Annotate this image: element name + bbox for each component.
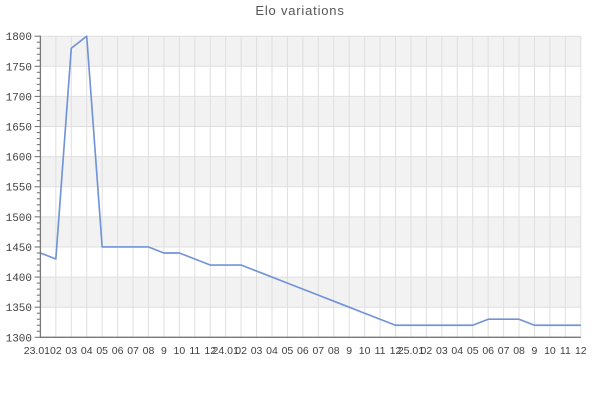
svg-text:04: 04 [266, 345, 278, 357]
svg-text:1550: 1550 [6, 183, 32, 195]
svg-text:9: 9 [346, 345, 352, 357]
svg-text:05: 05 [467, 345, 479, 357]
svg-text:07: 07 [127, 345, 139, 357]
svg-text:11: 11 [375, 345, 386, 357]
svg-text:06: 06 [112, 345, 124, 357]
svg-text:03: 03 [65, 345, 77, 357]
svg-text:03: 03 [436, 345, 448, 357]
svg-text:24.01: 24.01 [213, 345, 239, 357]
svg-text:9: 9 [161, 345, 167, 357]
svg-text:1500: 1500 [6, 213, 32, 225]
svg-text:02: 02 [421, 345, 433, 357]
svg-text:Elo variations: Elo variations [255, 3, 344, 18]
svg-text:10: 10 [359, 345, 371, 357]
svg-text:10: 10 [174, 345, 186, 357]
svg-text:02: 02 [235, 345, 247, 357]
svg-text:05: 05 [96, 345, 108, 357]
svg-text:06: 06 [297, 345, 309, 357]
svg-text:04: 04 [451, 345, 463, 357]
svg-text:02: 02 [50, 345, 62, 357]
svg-text:11: 11 [189, 345, 200, 357]
svg-text:23.01: 23.01 [24, 345, 50, 357]
svg-text:25.01: 25.01 [398, 345, 424, 357]
svg-text:04: 04 [81, 345, 93, 357]
svg-text:08: 08 [513, 345, 525, 357]
svg-text:1650: 1650 [6, 122, 32, 134]
svg-text:1750: 1750 [6, 62, 32, 74]
svg-text:07: 07 [312, 345, 324, 357]
svg-text:10: 10 [544, 345, 556, 357]
svg-text:1450: 1450 [6, 243, 32, 255]
svg-text:1800: 1800 [6, 32, 32, 44]
svg-text:1350: 1350 [6, 303, 32, 315]
svg-text:9: 9 [532, 345, 538, 357]
svg-text:12: 12 [390, 345, 402, 357]
svg-text:12: 12 [575, 345, 587, 357]
svg-text:1300: 1300 [6, 333, 32, 345]
svg-text:1700: 1700 [6, 92, 32, 104]
svg-text:08: 08 [143, 345, 155, 357]
svg-text:1400: 1400 [6, 273, 32, 285]
svg-text:08: 08 [328, 345, 340, 357]
svg-text:06: 06 [482, 345, 494, 357]
svg-text:03: 03 [251, 345, 263, 357]
svg-text:12: 12 [204, 345, 216, 357]
svg-text:07: 07 [498, 345, 510, 357]
svg-text:11: 11 [560, 345, 571, 357]
svg-text:1600: 1600 [6, 153, 32, 165]
svg-text:05: 05 [282, 345, 294, 357]
